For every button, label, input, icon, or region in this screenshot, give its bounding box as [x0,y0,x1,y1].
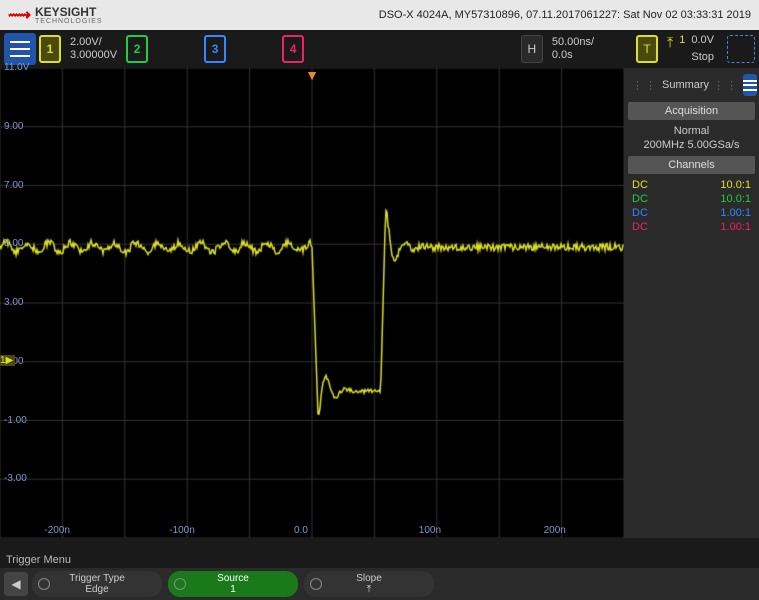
ch1-offset: 3.00000V [70,49,117,62]
hamburger-icon [743,80,757,91]
x-axis-label: -200n [44,525,70,536]
acq-mode: Normal [628,124,755,138]
footer: Trigger Menu ◀ Trigger TypeEdgeSource1Sl… [0,552,759,600]
channels-button[interactable]: Channels [628,156,755,174]
y-axis-label: 9.00 [4,121,23,132]
y-axis-label: -3.00 [4,473,27,484]
x-axis-label: 0.0 [294,525,308,536]
drag-handle-icon[interactable]: ⋮⋮ [632,79,658,92]
x-axis-label: -100n [169,525,195,536]
y-axis-label: 5.00 [4,238,23,249]
y-axis-label: 7.00 [4,180,23,191]
y-axis-label: -1.00 [4,415,27,426]
acquisition-button[interactable]: Acquisition [628,102,755,120]
waveform-canvas [0,68,624,538]
trigger-level: 0.0V [691,34,714,51]
device-info: DSO-X 4024A, MY57310896, 07.11.201706122… [379,9,751,21]
channel-bar: 1 2.00V/ 3.00000V 2 3 4 H 50.00ns/ 0.0s … [0,30,759,68]
summary-title: Summary [662,79,709,91]
y-axis-label: 3.00 [4,297,23,308]
prev-menu-button[interactable]: ◀ [4,572,28,596]
softkey-button[interactable]: Slope⤒ [304,571,434,597]
timebase-delay: 0.0s [552,49,594,62]
x-axis-label: 100n [419,525,441,536]
channel-summary-row: DC1.00:1 [628,206,755,220]
trigger-marker-icon: ▼ [305,67,319,83]
brand-logo: ⟿ KEYSIGHT TECHNOLOGIES [8,5,103,25]
summary-panel: ⋮⋮ Summary ⋮⋮ Acquisition Normal 200MHz … [624,68,759,538]
softkey-button[interactable]: Source1 [168,571,298,597]
panel-menu-button[interactable] [743,74,757,96]
run-status: Stop [667,51,714,64]
brand-sub: TECHNOLOGIES [35,18,103,25]
timebase-tdiv: 50.00ns/ [552,36,594,49]
channel-summary-row: DC1.00:1 [628,220,755,234]
drag-handle-icon[interactable]: ⋮⋮ [713,79,739,92]
softkey-bar: ◀ Trigger TypeEdgeSource1Slope⤒ [0,568,759,600]
trigger-badge[interactable]: T [636,35,658,63]
hamburger-icon [10,41,30,57]
channel-2-badge[interactable]: 2 [126,35,148,63]
channel-1-badge[interactable]: 1 [39,35,61,63]
ground-marker: 1▶ [0,355,15,366]
header-bar: ⟿ KEYSIGHT TECHNOLOGIES DSO-X 4024A, MY5… [0,0,759,30]
acq-bw-rate: 200MHz 5.00GSa/s [628,138,755,152]
main-menu-button[interactable] [4,33,36,65]
trigger-edge-icon: ⤒ [667,34,673,51]
channel-3-badge[interactable]: 3 [204,35,226,63]
waveform-grid[interactable]: ▼ 11.0V9.007.005.003.001.00-1.00-3.00 -2… [0,68,624,538]
horizontal-badge[interactable]: H [521,35,543,63]
channel-summary-row: DC10.0:1 [628,178,755,192]
softkey-button[interactable]: Trigger TypeEdge [32,571,162,597]
logo-mark: ⟿ [8,5,31,25]
channel-summary-row: DC10.0:1 [628,192,755,206]
scope-area: ▼ 11.0V9.007.005.003.001.00-1.00-3.00 -2… [0,68,759,538]
menu-title: Trigger Menu [0,552,759,568]
x-axis-label: 200n [544,525,566,536]
y-axis-label: 11.0V [4,62,29,73]
zoom-box-icon[interactable] [727,35,755,63]
channel-4-badge[interactable]: 4 [282,35,304,63]
trigger-ch: 1 [679,34,685,51]
ch1-vdiv: 2.00V/ [70,36,117,49]
brand-name: KEYSIGHT [35,6,103,18]
